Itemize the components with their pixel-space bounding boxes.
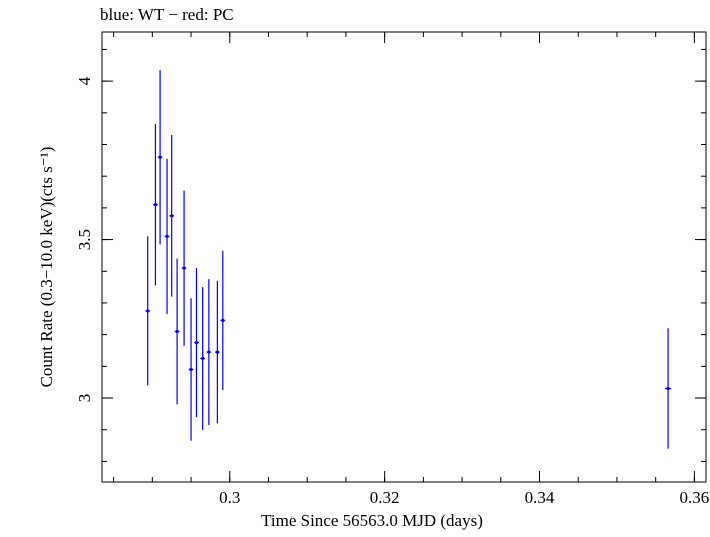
data-point xyxy=(157,70,163,245)
data-point xyxy=(200,287,205,430)
data-point xyxy=(220,250,226,391)
data-point xyxy=(145,236,151,386)
data-marker xyxy=(165,234,169,239)
y-tick-label: 4 xyxy=(75,76,94,85)
y-tick-label: 3 xyxy=(75,394,94,403)
x-tick-label: 0.3 xyxy=(219,488,240,507)
data-point xyxy=(153,123,158,286)
x-tick-label: 0.34 xyxy=(525,488,555,507)
y-tick-label: 3.5 xyxy=(75,229,94,250)
data-marker xyxy=(215,350,219,354)
y-axis-label: Count Rate (0.3−10.0 keV)(cts s⁻¹) xyxy=(37,147,56,388)
data-marker xyxy=(153,203,158,207)
data-marker xyxy=(175,329,179,334)
data-marker xyxy=(182,266,186,270)
data-marker xyxy=(201,356,205,361)
chart-title: blue: WT − red: PC xyxy=(100,5,234,24)
x-tick-label: 0.32 xyxy=(370,488,400,507)
data-point xyxy=(664,328,672,449)
data-marker xyxy=(194,340,199,345)
data-point xyxy=(188,298,194,441)
data-marker xyxy=(158,155,162,159)
plot-frame xyxy=(101,31,707,483)
data-point xyxy=(194,268,199,418)
data-marker xyxy=(207,350,211,354)
data-point xyxy=(206,279,212,425)
data-marker xyxy=(146,309,150,313)
data-marker xyxy=(189,367,193,372)
data-point xyxy=(169,134,175,297)
data-point xyxy=(215,280,220,424)
axes-layer: 0.3 0.32 0.34 0.36 3 3.5 4 xyxy=(75,31,710,507)
x-axis-label: Time Since 56563.0 MJD (days) xyxy=(261,511,483,530)
data-point xyxy=(164,158,170,315)
data-marker xyxy=(666,386,670,391)
data-marker xyxy=(221,318,225,322)
data-point xyxy=(174,258,180,405)
data-layer xyxy=(145,70,672,449)
x-tick-label: 0.36 xyxy=(680,488,710,507)
data-point xyxy=(181,190,187,346)
data-marker xyxy=(170,214,174,218)
